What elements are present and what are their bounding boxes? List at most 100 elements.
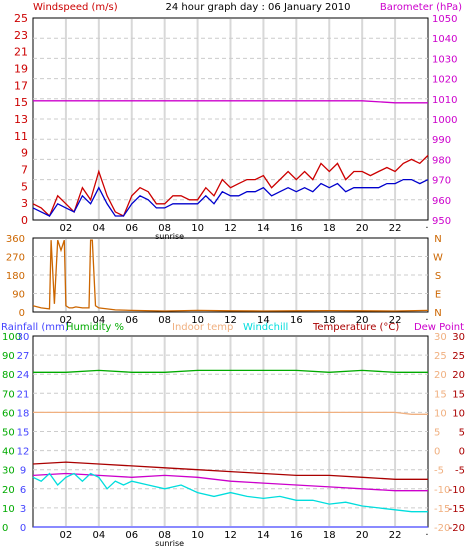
- barometer-label: Barometer (hPa): [380, 2, 462, 13]
- right-tick-indoor: -5: [434, 466, 444, 477]
- left-tick-humidity: 80: [2, 370, 15, 381]
- left-tick-wind: 9: [21, 147, 28, 160]
- x-tick-label: 04: [92, 223, 105, 234]
- right-tick-indoor: 5: [434, 428, 440, 439]
- legend-humidity: Humidity %: [66, 322, 124, 333]
- right-tick-temp: -20: [449, 523, 465, 534]
- x-tick-label: 22: [389, 530, 402, 541]
- right-tick-baro: 990: [432, 135, 451, 146]
- right-tick-indoor: 15: [434, 389, 447, 400]
- left-tick-wind: 23: [14, 29, 28, 42]
- series-windchill: [32, 472, 428, 513]
- left-tick-humidity: 10: [2, 504, 15, 515]
- x-tick-label: 08: [158, 530, 171, 541]
- left-tick-rain: 21: [17, 389, 30, 400]
- right-tick-indoor: -10: [434, 485, 450, 496]
- left-tick-humidity: 50: [2, 428, 15, 439]
- left-tick-rain: 18: [17, 408, 30, 419]
- x-tick-label: 08: [158, 223, 171, 234]
- x-tick-label: 16: [290, 315, 303, 326]
- right-tick-compass: S: [435, 271, 441, 282]
- left-tick-rain: 6: [20, 485, 26, 496]
- x-tick-label: 14: [257, 530, 270, 541]
- right-tick-temp: -10: [449, 485, 465, 496]
- right-tick-temp: 30: [452, 332, 465, 343]
- right-tick-indoor: -15: [434, 504, 450, 515]
- left-tick-rain: 30: [17, 332, 30, 343]
- right-tick-baro: 950: [432, 216, 451, 227]
- left-tick-degrees: 360: [6, 234, 25, 245]
- series-baro: [33, 100, 428, 104]
- left-tick-rain: 0: [20, 523, 26, 534]
- x-end-marker: ·: [425, 530, 428, 541]
- left-tick-wind: 13: [14, 113, 28, 126]
- series-winddir: [32, 239, 429, 312]
- left-tick-wind: 0: [21, 214, 28, 227]
- left-tick-rain: 3: [20, 504, 26, 515]
- right-tick-baro: 1020: [432, 75, 457, 86]
- left-tick-rain: 9: [20, 466, 26, 477]
- right-tick-temp: 15: [452, 389, 465, 400]
- x-tick-label: 22: [389, 223, 402, 234]
- series-wind: [32, 154, 429, 218]
- left-tick-humidity: 0: [2, 523, 8, 534]
- legend-windchill: Windchill: [243, 322, 288, 333]
- right-tick-temp: 5: [459, 428, 465, 439]
- left-tick-rain: 15: [17, 428, 30, 439]
- right-tick-indoor: 0: [434, 447, 440, 458]
- left-tick-humidity: 40: [2, 447, 15, 458]
- right-tick-compass: E: [435, 290, 441, 301]
- left-tick-wind: 25: [14, 12, 28, 25]
- left-tick-rain: 12: [17, 447, 30, 458]
- left-tick-humidity: 70: [2, 389, 15, 400]
- x-end-marker: ·: [425, 315, 428, 326]
- x-tick-label: 02: [60, 223, 73, 234]
- x-tick-label: 22: [389, 315, 402, 326]
- right-tick-indoor: 10: [434, 408, 447, 419]
- sunrise-label: sunrise: [155, 539, 184, 548]
- right-tick-baro: 1030: [432, 54, 457, 65]
- left-tick-humidity: 20: [2, 485, 15, 496]
- right-tick-baro: 960: [432, 196, 451, 207]
- right-tick-baro: 1040: [432, 34, 457, 45]
- right-tick-compass: N: [434, 234, 441, 245]
- x-tick-label: 16: [290, 223, 303, 234]
- legend-rainfall: Rainfall (mm): [1, 322, 69, 333]
- x-tick-label: 18: [323, 223, 336, 234]
- right-tick-baro: 970: [432, 176, 451, 187]
- left-tick-wind: 3: [21, 197, 28, 210]
- series-indoor: [33, 411, 428, 415]
- left-tick-wind: 19: [14, 63, 28, 76]
- x-tick-label: 20: [356, 315, 369, 326]
- left-tick-wind: 21: [14, 46, 28, 59]
- x-tick-label: 06: [125, 315, 138, 326]
- series-humidity: [33, 369, 428, 373]
- right-tick-temp: -5: [455, 466, 465, 477]
- left-tick-humidity: 100: [2, 332, 21, 343]
- left-tick-wind: 15: [14, 96, 28, 109]
- left-tick-degrees: 180: [6, 271, 25, 282]
- right-tick-compass: N: [434, 308, 441, 319]
- left-tick-degrees: 0: [19, 308, 25, 319]
- x-tick-label: 14: [257, 223, 270, 234]
- left-tick-rain: 24: [17, 370, 30, 381]
- right-tick-indoor: 30: [434, 332, 447, 343]
- right-tick-temp: 0: [459, 447, 465, 458]
- series-temp: [32, 461, 428, 480]
- legend-dew-point: Dew Point: [414, 322, 464, 333]
- x-end-marker: ·: [425, 223, 428, 234]
- x-tick-label: 20: [356, 530, 369, 541]
- x-tick-label: 02: [60, 315, 73, 326]
- windspeed-label: Windspeed (m/s): [33, 2, 118, 13]
- x-tick-label: 18: [323, 530, 336, 541]
- left-tick-wind: 7: [21, 164, 28, 177]
- x-tick-label: 18: [323, 315, 336, 326]
- right-tick-indoor: -20: [434, 523, 450, 534]
- left-tick-wind: 5: [21, 180, 28, 193]
- right-tick-temp: 20: [452, 370, 465, 381]
- series-dew: [32, 472, 428, 492]
- x-tick-label: 16: [290, 530, 303, 541]
- x-tick-label: 06: [125, 530, 138, 541]
